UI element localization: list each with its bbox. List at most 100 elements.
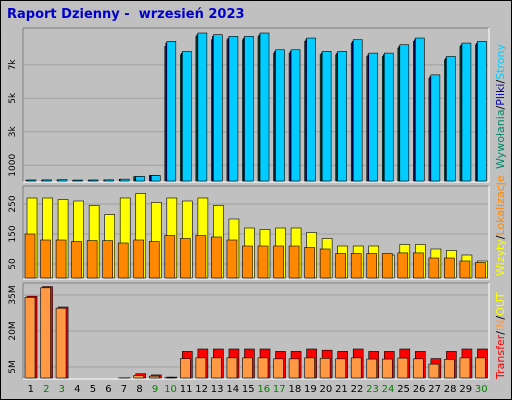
bar-hits: [166, 41, 177, 182]
bar-hits: [88, 179, 99, 182]
legend-item: Wizyty: [494, 239, 507, 276]
y-tick-label: 3k: [8, 126, 18, 138]
bar-hits: [290, 49, 301, 182]
x-tick-label: 20: [320, 384, 333, 395]
bar-hits: [73, 179, 83, 182]
y-tick-label: 7k: [8, 59, 18, 71]
legend-item: OUT: [494, 292, 507, 316]
bar-hits: [42, 179, 52, 182]
bar-kbytes-inner: [335, 358, 346, 379]
bar-kbytes-inner: [133, 375, 145, 379]
bar-hits: [368, 52, 379, 182]
bar-kbytes-inner: [397, 357, 409, 379]
bar-hits: [477, 41, 487, 182]
bar-kbytes-inner: [366, 358, 378, 379]
bar-kbytes-inner: [288, 358, 300, 379]
y-tick-label: 5M: [8, 360, 18, 374]
x-tick-label: 5: [90, 384, 96, 395]
x-tick-label: 2: [43, 384, 49, 395]
bar-hits: [383, 52, 394, 182]
bar-kbytes-inner: [428, 363, 440, 379]
legend-separator: /: [494, 80, 507, 84]
bar-kbytes-inner: [242, 357, 253, 379]
legend-separator: /: [494, 331, 507, 335]
bar-sites: [180, 238, 191, 279]
legend-item: Wywołania: [494, 109, 507, 169]
bar-sites: [475, 262, 486, 279]
legend-item: Transfer: [494, 334, 507, 380]
y-tick-label: 50: [8, 258, 18, 270]
x-tick-label: 10: [164, 384, 177, 395]
bar-sites: [288, 245, 300, 279]
x-tick-label: 21: [335, 384, 348, 395]
bar-sites: [242, 245, 253, 279]
bar-kbytes-inner: [350, 357, 362, 379]
bar-kbytes-inner: [304, 357, 315, 379]
bar-hits: [446, 56, 456, 182]
bar-sites: [335, 253, 346, 279]
bar-sites: [413, 252, 424, 279]
y-tick-label: 5k: [8, 92, 18, 104]
bar-sites: [444, 257, 455, 279]
bar-sites: [102, 240, 113, 279]
bar-sites: [257, 245, 269, 279]
legend-hits: Wywołania/Pliki/Strony: [494, 44, 507, 169]
x-tick-label: 12: [195, 384, 208, 395]
bar-kbytes-inner: [55, 307, 67, 379]
panel-hits: [23, 28, 489, 182]
bar-sites: [226, 239, 238, 279]
x-tick-label: 8: [136, 384, 142, 395]
bar-kbytes-inner: [226, 357, 238, 379]
bar-sites: [86, 240, 98, 279]
bar-sites: [428, 257, 440, 279]
bar-hits: [182, 51, 192, 182]
bar-sites: [366, 253, 378, 279]
bar-sites: [164, 235, 176, 279]
bar-kbytes-inner: [319, 358, 331, 379]
legend-separator: /: [494, 105, 507, 109]
x-tick-label: 23: [366, 384, 379, 395]
x-tick-label: 19: [304, 384, 317, 395]
bar-kbytes-inner: [381, 358, 393, 379]
bar-sites: [319, 248, 331, 279]
bar-kbytes-inner: [459, 357, 471, 379]
bar-sites: [24, 233, 36, 279]
bar-hits: [461, 42, 472, 182]
bar-sites: [195, 235, 207, 279]
legend-item: Pliki: [494, 84, 507, 106]
bar-sites: [304, 247, 315, 279]
x-tick-label: 14: [226, 384, 239, 395]
bar-hits: [399, 44, 410, 182]
bar-hits: [26, 179, 37, 182]
x-tick-label: 1: [28, 384, 34, 395]
legend-separator: /: [494, 235, 507, 239]
bar-hits: [228, 36, 239, 182]
x-tick-label: 22: [351, 384, 364, 395]
bar-hits: [275, 49, 285, 182]
legend-item: Lokalizacje: [494, 175, 507, 235]
bar-sites: [117, 242, 129, 279]
legend-item: IN: [494, 320, 507, 331]
bar-hits: [415, 37, 425, 182]
legend-separator: /: [494, 316, 507, 320]
x-tick-label: 26: [413, 384, 426, 395]
bar-sites: [350, 253, 362, 279]
x-tick-label: 24: [382, 384, 395, 395]
bar-sites: [71, 241, 82, 279]
chart-title: Raport Dzienny - wrzesień 2023: [7, 7, 245, 22]
x-tick-label: 25: [397, 384, 410, 395]
x-tick-label: 17: [273, 384, 286, 395]
bar-sites: [273, 245, 284, 279]
bar-hits: [104, 179, 114, 182]
y-tick-label: 35M: [8, 285, 18, 304]
x-tick-label: 18: [288, 384, 301, 395]
x-tick-label: 16: [257, 384, 270, 395]
x-tick-label: 29: [459, 384, 472, 395]
x-tick-label: 27: [428, 384, 441, 395]
bar-hits: [119, 178, 130, 182]
x-tick-label: 9: [152, 384, 158, 395]
bar-kbytes-inner: [413, 358, 424, 379]
legend-item: Strony: [494, 44, 507, 80]
bar-hits: [57, 179, 68, 182]
bar-kbytes-inner: [24, 297, 36, 379]
